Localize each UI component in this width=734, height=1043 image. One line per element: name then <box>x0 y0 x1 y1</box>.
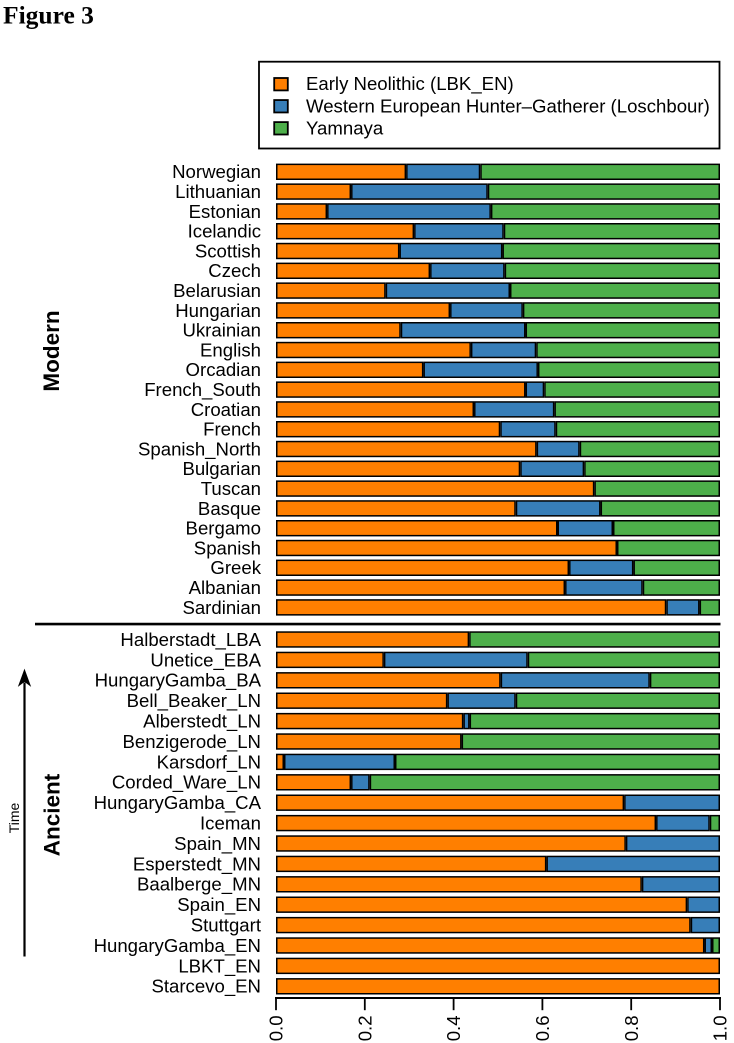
svg-text:Modern: Modern <box>39 310 64 391</box>
svg-text:Norwegian: Norwegian <box>172 161 261 182</box>
svg-text:Western European Hunter–Gather: Western European Hunter–Gatherer (Loschb… <box>306 95 710 116</box>
svg-text:Icelandic: Icelandic <box>188 221 261 242</box>
svg-text:Spain_EN: Spain_EN <box>177 894 261 916</box>
svg-text:Time: Time <box>6 802 22 833</box>
svg-text:0.2: 0.2 <box>354 1015 375 1041</box>
svg-text:Benzigerode_LN: Benzigerode_LN <box>122 731 261 753</box>
svg-text:Ukrainian: Ukrainian <box>182 320 261 341</box>
svg-text:Bell_Beaker_LN: Bell_Beaker_LN <box>127 690 261 712</box>
svg-text:Halberstadt_LBA: Halberstadt_LBA <box>120 629 261 651</box>
svg-text:Iceman: Iceman <box>200 813 261 834</box>
svg-text:English: English <box>200 339 261 360</box>
svg-text:HungaryGamba_EN: HungaryGamba_EN <box>94 935 261 957</box>
svg-text:1.0: 1.0 <box>710 1015 731 1041</box>
svg-text:Lithuanian: Lithuanian <box>175 181 261 202</box>
svg-text:0.4: 0.4 <box>443 1015 464 1041</box>
svg-text:Czech: Czech <box>208 260 261 281</box>
svg-text:Sardinian: Sardinian <box>182 597 261 618</box>
svg-text:Spain_MN: Spain_MN <box>174 833 261 855</box>
svg-text:Figure 3: Figure 3 <box>3 1 94 30</box>
svg-text:Yamnaya: Yamnaya <box>306 117 384 138</box>
svg-text:Stuttgart: Stuttgart <box>191 915 262 936</box>
svg-text:Orcadian: Orcadian <box>186 359 261 380</box>
svg-text:Spanish: Spanish <box>194 537 261 558</box>
svg-text:Greek: Greek <box>210 557 261 578</box>
svg-text:Belarusian: Belarusian <box>173 280 261 301</box>
svg-text:Bergamo: Bergamo <box>186 518 261 539</box>
svg-text:0.6: 0.6 <box>532 1015 553 1041</box>
svg-text:Early Neolithic (LBK_EN): Early Neolithic (LBK_EN) <box>306 73 514 95</box>
svg-text:Estonian: Estonian <box>189 201 261 222</box>
svg-text:Hungarian: Hungarian <box>175 300 261 321</box>
svg-text:Tuscan: Tuscan <box>201 478 261 499</box>
svg-text:HungaryGamba_BA: HungaryGamba_BA <box>95 670 262 692</box>
svg-text:Scottish: Scottish <box>195 240 261 261</box>
svg-text:Bulgarian: Bulgarian <box>182 458 261 479</box>
svg-text:0.0: 0.0 <box>266 1015 287 1041</box>
svg-text:Ancient: Ancient <box>40 773 65 856</box>
svg-text:Croatian: Croatian <box>191 399 261 420</box>
svg-text:French: French <box>203 419 261 440</box>
svg-text:Alberstedt_LN: Alberstedt_LN <box>143 711 261 733</box>
svg-text:Spanish_North: Spanish_North <box>138 438 261 460</box>
svg-text:Albanian: Albanian <box>189 577 261 598</box>
svg-text:Esperstedt_MN: Esperstedt_MN <box>133 853 261 875</box>
svg-text:Starcevo_EN: Starcevo_EN <box>151 976 261 998</box>
svg-text:Karsdorf_LN: Karsdorf_LN <box>157 751 261 773</box>
svg-text:Corded_Ware_LN: Corded_Ware_LN <box>112 772 261 794</box>
svg-text:Baalberge_MN: Baalberge_MN <box>137 874 261 896</box>
svg-text:French_South: French_South <box>144 379 261 401</box>
svg-text:Unetice_EBA: Unetice_EBA <box>150 649 261 671</box>
svg-text:0.8: 0.8 <box>621 1015 642 1041</box>
svg-text:HungaryGamba_CA: HungaryGamba_CA <box>94 792 262 814</box>
svg-text:LBKT_EN: LBKT_EN <box>178 955 261 977</box>
svg-text:Basque: Basque <box>198 498 261 519</box>
